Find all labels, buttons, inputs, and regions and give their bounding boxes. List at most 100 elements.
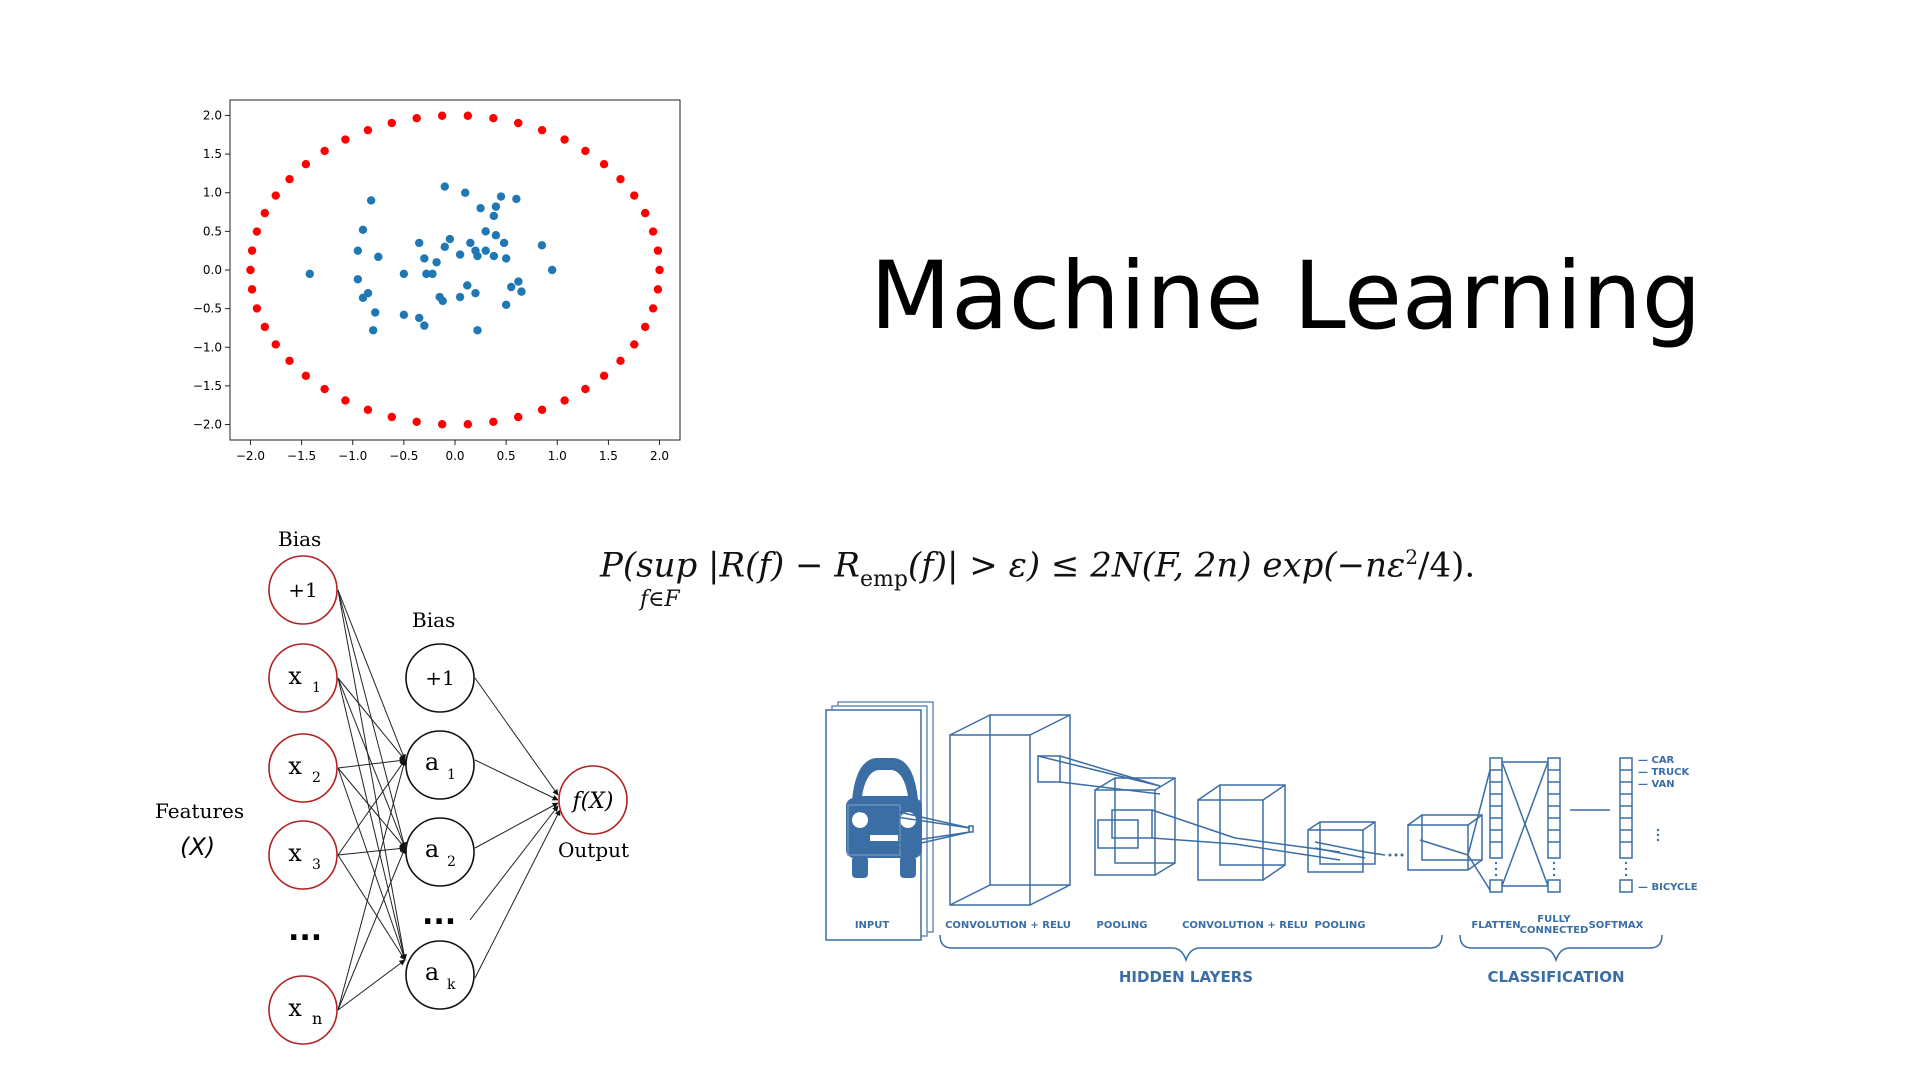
x-tick-label: 0.5: [497, 449, 516, 463]
svg-text:f(X): f(X): [571, 789, 614, 814]
features-variable: (X): [180, 833, 215, 861]
input-ellipsis: ...: [288, 913, 322, 948]
outer-point: [599, 160, 609, 169]
label-softmax: SOFTMAX: [1589, 920, 1644, 931]
inner-point: [514, 277, 523, 286]
y-tick-label: 1.0: [203, 186, 222, 200]
hidden-ellipsis: ...: [422, 897, 456, 932]
x-tick-label: −0.5: [389, 449, 418, 463]
svg-text:n: n: [312, 1009, 322, 1028]
outer-point: [341, 135, 350, 144]
formula-mid: (f)| > ε) ≤ 2N(F, 2n) exp(−nε: [907, 545, 1406, 586]
inner-point: [547, 265, 557, 275]
label-flatten: FLATTEN: [1471, 920, 1520, 931]
outer-point: [301, 160, 311, 169]
inner-point: [501, 254, 511, 263]
class-bicycle: — BICYCLE: [1638, 882, 1698, 893]
input-node-x1: x 1: [268, 643, 338, 713]
outer-point: [320, 146, 329, 156]
y-tick-label: 0.5: [203, 224, 222, 238]
outer-point: [616, 356, 625, 366]
class-truck: — TRUCK: [1638, 767, 1690, 778]
outer-point: [648, 227, 658, 236]
outer-point: [437, 420, 447, 429]
inner-point: [445, 234, 455, 244]
inner-cluster-points: [305, 182, 557, 335]
svg-text:x: x: [288, 662, 302, 690]
formula-lhs: P(sup |R(f) − R: [600, 545, 860, 586]
outer-ring-points: [246, 111, 664, 429]
svg-text:+1: +1: [425, 666, 454, 690]
inner-point: [491, 231, 501, 240]
class-van: — VAN: [1638, 779, 1675, 790]
inner-point: [440, 182, 449, 191]
outer-point: [463, 111, 473, 120]
outer-point: [514, 412, 523, 422]
inner-point: [461, 188, 470, 197]
outer-point: [489, 417, 498, 427]
inner-point: [466, 238, 475, 248]
inner-point: [358, 293, 368, 303]
inner-point: [358, 225, 368, 235]
outer-point: [341, 396, 350, 405]
output-label: Output: [558, 838, 629, 862]
outer-point: [560, 135, 569, 144]
x-tick-label: 1.0: [548, 449, 567, 463]
inner-point: [473, 326, 482, 335]
classification-brace: [1459, 934, 1663, 963]
outer-point: [655, 265, 664, 275]
x-ticks: −2.0 −1.5 −1.0 −0.5 0.0 0.5 1.0 1.5 2.0: [236, 440, 669, 463]
x-tick-label: 1.5: [599, 449, 618, 463]
x-tick-label: −1.0: [338, 449, 367, 463]
outer-point: [246, 265, 255, 275]
outer-point: [285, 356, 294, 366]
outer-point: [247, 285, 257, 294]
inner-point: [481, 246, 490, 255]
outer-point: [514, 118, 523, 128]
inner-point: [473, 251, 482, 261]
label-conv2: CONVOLUTION + RELU: [1182, 920, 1308, 931]
outer-point: [412, 417, 421, 427]
output-node: f(X): [558, 765, 628, 835]
outer-point: [412, 113, 421, 123]
formula-emp: emp: [859, 567, 908, 593]
label-input: INPUT: [855, 920, 890, 931]
y-tick-label: −2.0: [193, 418, 222, 432]
inner-point: [432, 258, 441, 267]
y-ticks: 2.0 1.5 1.0 0.5 0.0 −0.5 −1.0 −1.5 −2.0: [193, 108, 230, 432]
inner-point: [501, 300, 511, 309]
features-label: Features: [155, 799, 244, 823]
y-tick-label: 1.5: [203, 147, 222, 161]
svg-text:a: a: [425, 748, 439, 776]
outer-point: [260, 208, 270, 218]
svg-text:1: 1: [447, 767, 456, 783]
input-node-x3: x 3: [268, 820, 338, 890]
inner-point: [415, 313, 424, 323]
outer-point: [285, 174, 294, 184]
y-tick-label: 2.0: [203, 108, 222, 122]
hidden-node-a2: a 2: [405, 817, 475, 887]
outer-point: [537, 405, 547, 415]
inner-point: [399, 269, 409, 279]
input-bias-label: Bias: [278, 527, 321, 551]
outer-point: [363, 405, 373, 415]
outer-point: [363, 125, 373, 135]
inner-point: [476, 203, 485, 213]
pool2-block: [1307, 821, 1376, 873]
conv1-block: [949, 714, 1071, 906]
outer-point: [271, 191, 280, 200]
outer-point: [489, 113, 498, 123]
svg-text:1: 1: [312, 680, 321, 696]
hidden-node-ak: a k: [405, 940, 475, 1010]
class-car: — CAR: [1638, 755, 1675, 766]
outer-point: [252, 227, 262, 236]
inner-point: [471, 288, 480, 298]
inner-point: [368, 326, 378, 335]
inner-point: [481, 227, 490, 236]
outer-point: [252, 304, 262, 313]
y-tick-label: −0.5: [193, 302, 222, 316]
outer-point: [271, 340, 280, 349]
inner-point: [489, 211, 499, 221]
svg-text:a: a: [425, 835, 439, 863]
inner-point: [420, 254, 429, 263]
